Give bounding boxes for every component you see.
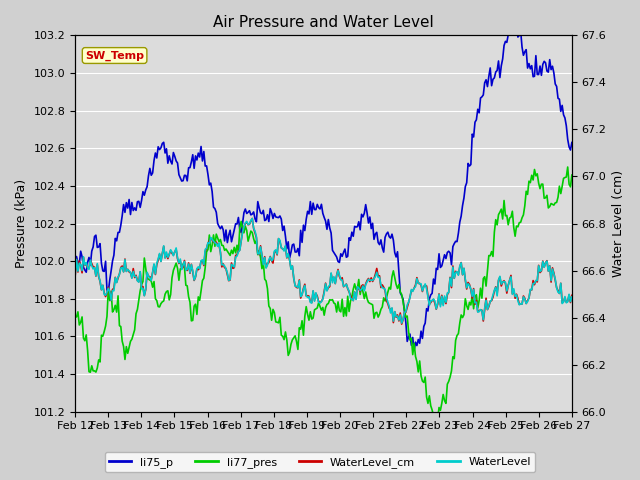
li75_p: [244, 209, 252, 215]
li77_pres: [244, 238, 252, 244]
WaterLevel: [236, 247, 244, 253]
li75_p: [289, 242, 296, 248]
WaterLevel_cm: [398, 321, 406, 327]
WaterLevel_cm: [248, 216, 256, 221]
WaterLevel: [543, 258, 551, 264]
WaterLevel_cm: [568, 292, 576, 298]
li75_p: [71, 257, 79, 263]
WaterLevel_cm: [236, 247, 244, 253]
WaterLevel: [132, 274, 140, 279]
li75_p: [410, 348, 418, 353]
WaterLevel: [71, 272, 79, 278]
li77_pres: [236, 225, 244, 231]
li75_p: [568, 140, 576, 145]
li77_pres: [541, 195, 549, 201]
li75_p: [236, 227, 244, 232]
li77_pres: [132, 311, 140, 317]
WaterLevel: [398, 320, 406, 326]
Title: Air Pressure and Water Level: Air Pressure and Water Level: [213, 15, 434, 30]
WaterLevel: [244, 222, 252, 228]
li77_pres: [220, 243, 227, 249]
li75_p: [132, 207, 140, 213]
WaterLevel_cm: [132, 273, 140, 278]
Y-axis label: Pressure (kPa): Pressure (kPa): [15, 179, 28, 268]
li77_pres: [434, 416, 442, 422]
Y-axis label: Water Level (cm): Water Level (cm): [612, 170, 625, 277]
WaterLevel_cm: [290, 276, 298, 281]
Text: SW_Temp: SW_Temp: [85, 50, 144, 60]
WaterLevel: [290, 275, 298, 281]
WaterLevel_cm: [71, 273, 79, 279]
Line: WaterLevel_cm: WaterLevel_cm: [75, 218, 572, 324]
WaterLevel: [220, 262, 227, 267]
li77_pres: [71, 313, 79, 319]
li77_pres: [289, 337, 296, 343]
WaterLevel_cm: [244, 222, 252, 228]
Line: li77_pres: li77_pres: [75, 167, 572, 419]
li77_pres: [564, 164, 572, 170]
Line: li75_p: li75_p: [75, 20, 572, 350]
li75_p: [543, 68, 551, 74]
li77_pres: [568, 172, 576, 178]
WaterLevel_cm: [543, 258, 551, 264]
WaterLevel_cm: [220, 261, 227, 267]
Legend: li75_p, li77_pres, WaterLevel_cm, WaterLevel: li75_p, li77_pres, WaterLevel_cm, WaterL…: [104, 452, 536, 472]
Line: WaterLevel: WaterLevel: [75, 218, 572, 323]
li75_p: [220, 227, 227, 233]
WaterLevel: [568, 294, 576, 300]
li75_p: [511, 17, 519, 23]
WaterLevel: [248, 216, 256, 221]
